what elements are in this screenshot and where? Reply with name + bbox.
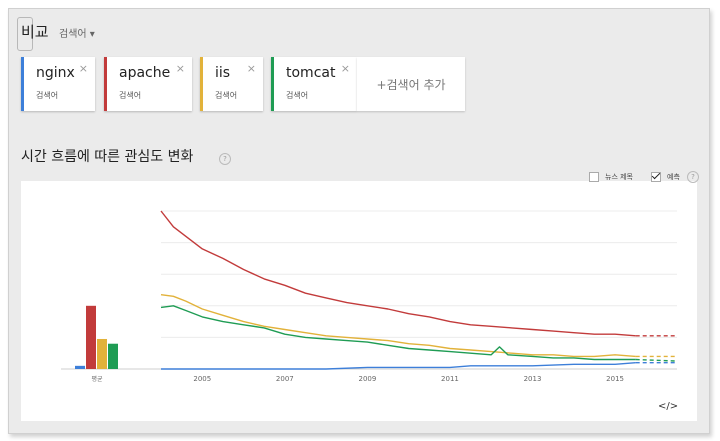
dropdown-label: 검색어 — [59, 29, 87, 40]
term-card-apache[interactable]: apache 검색어 × — [104, 57, 192, 111]
search-term-dropdown[interactable]: 검색어 ▾ — [59, 25, 95, 40]
series-line-nginx — [161, 362, 636, 370]
forecast-checkbox[interactable] — [651, 172, 661, 182]
compare-header: 비교 검색어 ▾ — [21, 21, 95, 43]
term-type: 검색어 — [286, 91, 309, 100]
forecast-line-tomcat — [635, 358, 678, 362]
interest-over-time-chart: 평균 2005 2007 2009 2011 2013 2015 — [61, 210, 678, 383]
news-label: 뉴스 제목 — [605, 173, 633, 181]
average-bar-apache — [86, 305, 96, 369]
compare-title: 비교 — [21, 23, 49, 41]
x-tick-label: 2011 — [441, 375, 459, 383]
x-tick-label: 2009 — [358, 375, 376, 383]
term-label: nginx — [36, 65, 75, 81]
x-tick-label: 2007 — [276, 375, 294, 383]
series-line-iis — [160, 294, 636, 358]
remove-term-close-icon[interactable]: × — [340, 62, 350, 75]
help-icon[interactable]: ? — [687, 171, 699, 183]
series-line-tomcat — [160, 305, 636, 361]
average-bar-nginx — [75, 365, 85, 369]
add-term-button[interactable]: +검색어 추가 — [357, 57, 465, 111]
grid-lines — [61, 210, 677, 370]
x-tick-label: 2013 — [524, 375, 542, 383]
news-checkbox[interactable] — [589, 172, 599, 182]
forecast-label: 예측 — [667, 173, 680, 181]
term-type: 검색어 — [36, 91, 59, 100]
term-color-bar — [271, 57, 274, 111]
x-tick-labels: 2005 2007 2009 2011 2013 2015 — [193, 375, 624, 383]
term-card-tomcat[interactable]: tomcat 검색어 × — [271, 57, 357, 111]
series-line-apache — [160, 210, 636, 337]
remove-term-close-icon[interactable]: × — [246, 62, 256, 75]
embed-code-icon[interactable]: </> — [658, 401, 679, 412]
average-bars: 평균 — [75, 305, 118, 383]
news-headlines-option[interactable]: 뉴스 제목 — [589, 172, 633, 182]
trends-panel: 비교 검색어 ▾ nginx 검색어 × apache 검색어 × iis 검색… — [8, 8, 710, 434]
remove-term-close-icon[interactable]: × — [175, 62, 185, 75]
remove-term-close-icon[interactable]: × — [78, 62, 88, 75]
average-label: 평균 — [91, 375, 103, 383]
term-label: iis — [215, 65, 231, 81]
forecast-option[interactable]: 예측 — [651, 172, 680, 182]
series-lines — [160, 210, 678, 370]
caret-down-icon: ▾ — [89, 29, 95, 40]
x-tick-label: 2015 — [606, 375, 624, 383]
term-type: 검색어 — [119, 91, 142, 100]
text-cursor-indicator — [17, 17, 33, 51]
term-card-nginx[interactable]: nginx 검색어 × — [21, 57, 95, 111]
chart-panel: 평균 2005 2007 2009 2011 2013 2015 — [21, 181, 697, 421]
x-tick-label: 2005 — [193, 375, 211, 383]
term-color-bar — [21, 57, 24, 111]
term-label: apache — [119, 65, 171, 81]
section-title: 시간 흐름에 따른 관심도 변화 — [21, 149, 194, 165]
term-color-bar — [104, 57, 107, 111]
term-card-iis[interactable]: iis 검색어 × — [200, 57, 263, 111]
term-color-bar — [200, 57, 203, 111]
term-type: 검색어 — [215, 91, 238, 100]
average-bar-iis — [97, 338, 107, 369]
average-bar-tomcat — [108, 343, 118, 369]
term-label: tomcat — [286, 65, 336, 81]
help-icon[interactable]: ? — [219, 153, 231, 165]
